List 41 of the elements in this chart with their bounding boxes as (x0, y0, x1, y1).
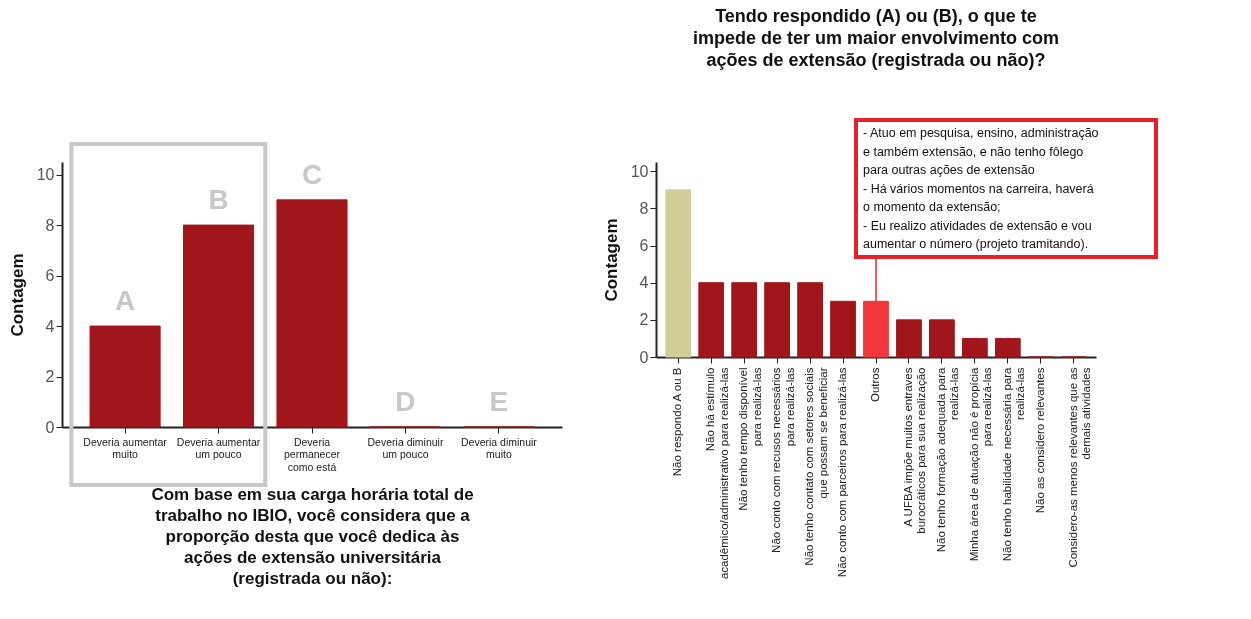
bar (276, 199, 348, 428)
y-tick-label: 10 (36, 166, 55, 184)
bar (764, 282, 790, 358)
x-tick-label: Deveria aumentar um pouco (176, 435, 261, 460)
bar (994, 337, 1021, 358)
bar (830, 300, 856, 358)
bar (962, 337, 988, 358)
y-tick-label: 8 (639, 199, 649, 217)
y-tick-label: 4 (45, 317, 55, 335)
bar (731, 282, 758, 358)
y-axis-title: Contagem (601, 218, 621, 302)
bar (797, 282, 823, 358)
y-tick-label: 2 (45, 368, 55, 386)
y-tick-label: 0 (45, 418, 55, 436)
x-tick-label: Deveria aumentar muito (83, 435, 168, 460)
bar (929, 319, 955, 358)
x-tick-label: Não respondo A ou B (671, 367, 684, 477)
bar (698, 282, 725, 358)
x-tick-label: Deveria permanecer como está (283, 435, 341, 473)
y-tick-label: 8 (45, 216, 55, 234)
x-tick-label: Não as considero relevantes (1033, 367, 1046, 514)
y-tick-label: 6 (45, 267, 55, 285)
y-tick-label: 2 (639, 311, 649, 329)
bar (89, 325, 161, 428)
y-axis-title: Contagem (7, 253, 27, 337)
bar (665, 189, 692, 358)
y-tick-label: 0 (639, 348, 649, 366)
x-tick-label: Outros (869, 367, 881, 403)
x-tick-label: Deveria diminuir muito (460, 435, 538, 460)
x-axis-title: Com base em sua carga horária total de trabalho no IBIO, você considera que a proporção desta que você dedica às ações de extensão universitária (registrada ou não): (151, 485, 474, 588)
x-tick-label: Deveria diminuir um pouco (367, 435, 444, 460)
bar (896, 319, 922, 358)
y-tick-label: 4 (639, 274, 649, 292)
annotation: - Atuo em pesquisa, ensino, administração e também extensão, e não tenho fôlego para outras ações de extensão - Há vários momentos na carreira, haverá o momento da extensão; - Eu realizo atividades de extensão e vou aumentar o número (projeto tramitando). (863, 126, 1099, 251)
x-tick-label: Não conto com parceiros para realizá-las (836, 367, 849, 578)
y-tick-label: 6 (639, 237, 649, 255)
bar (183, 224, 255, 428)
chart-title: Tendo respondido (A) ou (B), o que te impede de ter um maior envolvimento com ações de extensão (registrada ou não)? (692, 6, 1060, 70)
y-tick-label: 10 (630, 162, 649, 180)
bar (863, 300, 889, 358)
x-tick-label: Não há estímulo acadêmico/administrativo para realizá-las (704, 367, 730, 580)
